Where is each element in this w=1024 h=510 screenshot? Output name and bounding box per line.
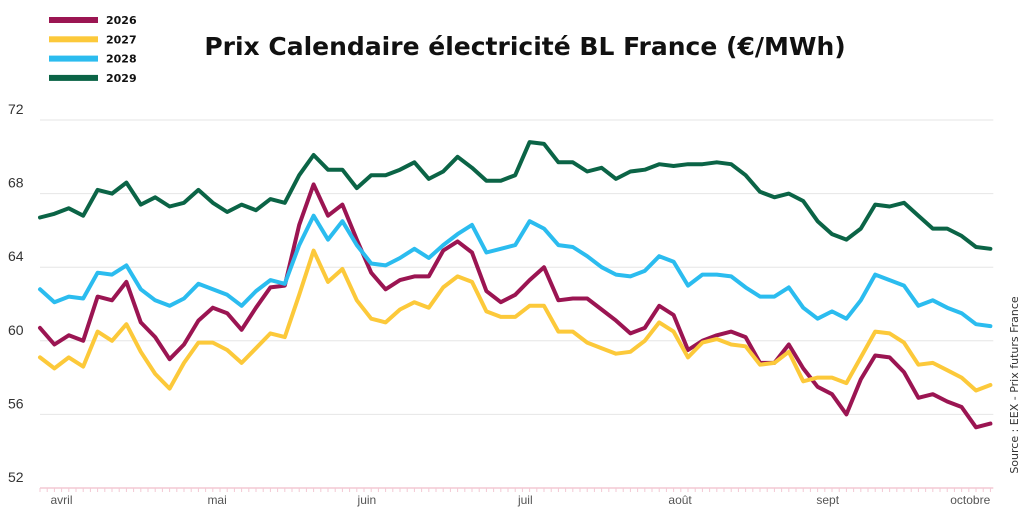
y-tick-label: 64	[8, 248, 24, 264]
series-lines	[38, 140, 993, 430]
legend-swatch-2026	[49, 17, 98, 23]
y-tick-label: 52	[8, 469, 24, 485]
source-note: Source : EEX - Prix futurs France	[1008, 296, 1021, 474]
x-tick-label: mai	[207, 493, 226, 507]
x-tick-label: sept	[816, 493, 839, 507]
legend-label-2028: 2028	[106, 53, 137, 66]
y-axis: 52 56 60 64 68 72	[8, 101, 24, 485]
legend-label-2029: 2029	[106, 72, 137, 85]
chart-title: Prix Calendaire électricité BL France (€…	[204, 32, 845, 61]
legend-swatch-2029	[49, 74, 98, 81]
series-line-2028	[38, 213, 993, 329]
y-tick-label: 60	[8, 322, 24, 338]
x-tick-label: août	[668, 493, 692, 507]
legend-swatch-2028	[49, 55, 98, 62]
legend-swatch-2027	[49, 36, 98, 43]
series-line-2026	[38, 182, 993, 430]
x-tick-label: juil	[517, 493, 533, 507]
x-tick-label: juin	[357, 493, 377, 507]
legend-label-2027: 2027	[106, 33, 137, 46]
x-axis: avril mai juin juil août sept octobre	[39, 487, 994, 507]
y-tick-label: 56	[8, 395, 24, 411]
x-tick-label: avril	[51, 493, 73, 507]
legend-label-2026: 2026	[106, 14, 137, 27]
x-tick-label: octobre	[950, 493, 990, 507]
y-tick-label: 68	[8, 175, 24, 191]
gridlines	[40, 119, 994, 415]
y-tick-label: 72	[8, 101, 24, 117]
legend: 2026 2027 2028 2029	[49, 14, 137, 85]
series-line-2029	[38, 140, 993, 251]
series-line-2027	[38, 248, 993, 393]
